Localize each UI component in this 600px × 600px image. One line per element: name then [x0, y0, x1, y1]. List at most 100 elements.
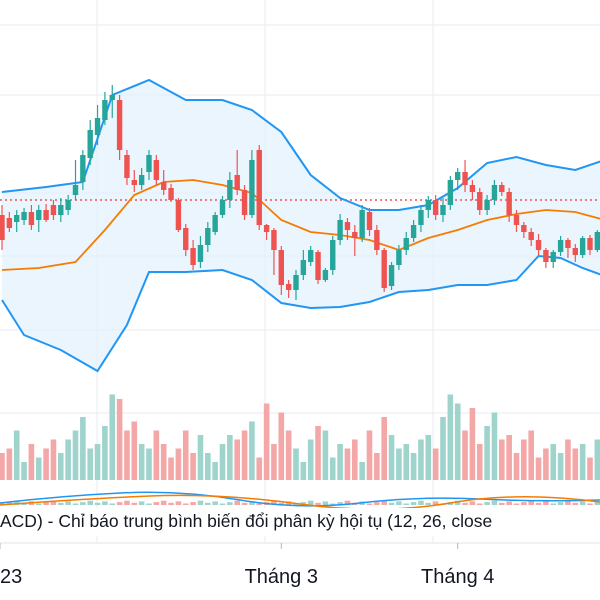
candle	[381, 248, 387, 292]
macd-histogram-bar	[205, 502, 211, 505]
candle-body	[183, 228, 189, 250]
volume-bar	[447, 394, 454, 480]
candle	[146, 150, 152, 180]
macd-histogram-bar	[337, 502, 343, 505]
candle-body	[94, 118, 101, 135]
volume-bar	[506, 435, 512, 480]
candle-body	[58, 205, 64, 215]
candle	[491, 180, 498, 205]
macd-histogram-bar	[94, 502, 101, 505]
candle-body	[256, 150, 262, 225]
candle	[359, 205, 365, 242]
volume-bar	[572, 448, 579, 480]
macd-histogram-bar	[138, 501, 145, 505]
volume-bar	[329, 457, 336, 480]
candle-body	[116, 100, 123, 150]
volume-bar	[168, 457, 174, 480]
candles-layer	[0, 85, 600, 300]
macd-histogram-bar	[131, 502, 138, 505]
macd-histogram-bar	[256, 503, 263, 505]
macd-histogram-bar	[241, 502, 248, 505]
candle-body	[528, 232, 534, 240]
candle-body	[293, 275, 299, 290]
candle	[263, 224, 270, 240]
macd-histogram-bar	[153, 502, 160, 505]
volume-bar	[271, 444, 277, 480]
candle-body	[28, 212, 35, 225]
candle	[65, 195, 71, 215]
macd-title-bg	[0, 508, 600, 536]
macd-histogram-bar	[594, 502, 600, 505]
candle-body	[535, 240, 542, 250]
candle	[337, 214, 343, 245]
candle-body	[499, 185, 505, 192]
candle-body	[337, 220, 343, 240]
volume-bar	[352, 439, 358, 480]
volume-bar	[469, 408, 476, 480]
volume-bar	[322, 430, 329, 480]
candle-body	[227, 180, 233, 200]
candle-body	[205, 228, 211, 245]
candle	[28, 205, 35, 230]
macd-histogram-bar	[572, 502, 579, 505]
volume-bar	[212, 462, 218, 480]
candle-body	[168, 188, 174, 200]
volume-bar	[307, 439, 314, 480]
candle-body	[72, 185, 79, 195]
volume-bar	[175, 448, 182, 480]
candle-body	[14, 215, 20, 222]
macd-histogram-bar	[65, 501, 71, 505]
volume-bar	[87, 448, 93, 480]
macd-histogram-bar	[521, 502, 527, 505]
macd-histogram-bar	[175, 501, 182, 505]
candle	[543, 248, 549, 268]
macd-histogram-bar	[43, 502, 49, 505]
volume-bar	[374, 453, 380, 480]
candle	[36, 205, 42, 232]
candle	[308, 246, 314, 266]
volume-bar	[43, 448, 49, 480]
candle-body	[87, 130, 93, 158]
macd-histogram-bar	[329, 503, 336, 505]
candle-body	[234, 175, 240, 190]
candle-body	[175, 200, 182, 230]
candle-body	[366, 212, 373, 230]
macd-histogram-bar	[565, 500, 571, 505]
candle-body	[521, 225, 527, 232]
macd-histogram-bar	[462, 502, 468, 505]
candle	[418, 205, 424, 232]
candle-body	[432, 200, 439, 215]
macd-line	[0, 491, 600, 507]
volume-bar	[315, 426, 321, 480]
candle	[366, 208, 373, 236]
volume-bar	[550, 444, 557, 480]
candle	[557, 236, 564, 256]
volume-bar	[410, 453, 417, 480]
candle-body	[124, 155, 130, 178]
macd-histogram-bar	[491, 500, 498, 505]
volume-bar	[425, 435, 432, 480]
macd-histogram-bar	[6, 502, 13, 505]
candle	[138, 168, 145, 190]
candle-body	[418, 210, 424, 225]
volume-bar	[528, 430, 534, 480]
candle-body	[506, 192, 512, 215]
macd-histogram-bar	[35, 503, 42, 505]
volume-bar	[499, 439, 505, 480]
macd-histogram-bar	[271, 500, 277, 505]
macd-histogram-bar	[182, 503, 189, 505]
macd-histogram-bar	[322, 501, 329, 505]
macd-histogram-bar	[557, 502, 564, 505]
candle-body	[513, 215, 520, 225]
volume-bar	[138, 444, 145, 480]
volume-bar	[124, 430, 130, 480]
macd-histogram-bar	[219, 503, 226, 505]
macd-histogram-bar	[528, 500, 534, 505]
candle	[109, 85, 115, 118]
volume-bar	[396, 448, 402, 480]
macd-histogram-bar	[550, 503, 557, 505]
volume-bar	[241, 430, 248, 480]
candle	[80, 150, 86, 190]
volume-bar	[462, 430, 468, 480]
